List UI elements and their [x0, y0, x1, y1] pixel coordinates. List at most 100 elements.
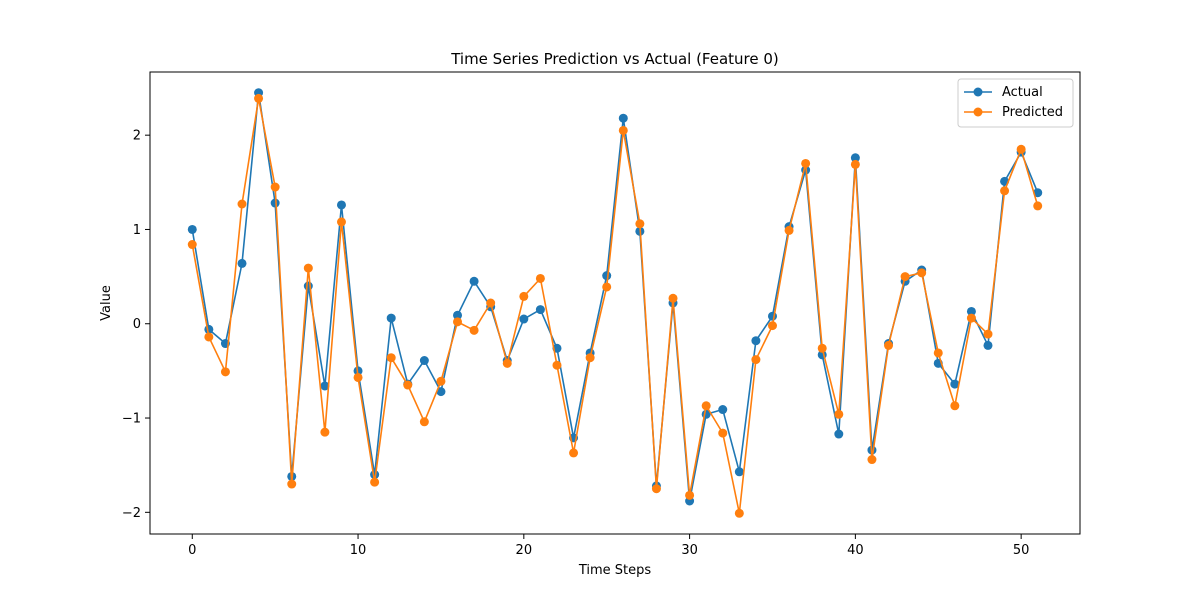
chart-title: Time Series Prediction vs Actual (Featur… [450, 50, 779, 68]
data-point-predicted [585, 353, 595, 363]
data-point-predicted [651, 484, 661, 494]
data-point-actual [602, 271, 612, 281]
legend-marker-actual [973, 87, 983, 97]
data-point-actual [453, 310, 463, 320]
data-point-predicted [933, 348, 943, 358]
data-point-predicted [303, 263, 313, 273]
data-point-predicted [635, 219, 645, 229]
data-point-predicted [403, 380, 413, 390]
x-tick-label: 50 [1013, 543, 1030, 558]
data-point-predicted [453, 317, 463, 327]
data-point-predicted [1000, 186, 1010, 196]
data-point-predicted [254, 93, 264, 103]
data-point-predicted [469, 325, 479, 335]
data-point-predicted [668, 293, 678, 303]
data-point-predicted [486, 298, 496, 308]
y-axis-label: Value [99, 285, 114, 321]
data-point-actual [187, 224, 197, 234]
data-point-actual [767, 311, 777, 321]
data-point-predicted [701, 401, 711, 411]
legend-box [957, 78, 1074, 128]
data-point-actual [983, 340, 993, 350]
x-tick-label: 0 [188, 543, 196, 558]
data-point-predicted [850, 159, 860, 169]
data-point-predicted [784, 225, 794, 235]
data-point-actual [850, 153, 860, 163]
data-point-predicted [436, 376, 446, 386]
data-point-predicted [535, 273, 545, 283]
data-point-actual [436, 387, 446, 397]
data-point-predicted [320, 427, 330, 437]
legend-label-predicted: Predicted [1002, 105, 1063, 120]
legend: Actual Predicted [957, 78, 1074, 128]
data-point-predicted [817, 343, 827, 353]
data-point-actual [519, 314, 529, 324]
y-tick-label: 2 [133, 129, 141, 144]
data-point-predicted [685, 490, 695, 500]
data-point-actual [834, 429, 844, 439]
data-point-actual [966, 306, 976, 316]
data-point-predicted [602, 282, 612, 292]
data-point-predicted [502, 358, 512, 368]
data-point-predicted [618, 125, 628, 135]
y-tick-label: 1 [133, 223, 141, 238]
data-point-predicted [204, 332, 214, 342]
data-point-predicted [884, 340, 894, 350]
data-point-predicted [353, 372, 363, 382]
data-point-predicted [950, 401, 960, 411]
y-tick-label: −2 [122, 506, 141, 521]
data-point-predicted [552, 360, 562, 370]
data-point-predicted [1016, 144, 1026, 154]
data-point-predicted [336, 217, 346, 227]
data-point-predicted [767, 321, 777, 331]
x-tick-label: 40 [847, 543, 864, 558]
data-point-actual [535, 305, 545, 315]
data-point-predicted [1033, 201, 1043, 211]
data-point-actual [270, 198, 280, 208]
data-point-actual [950, 379, 960, 389]
data-point-actual [303, 281, 313, 291]
data-point-predicted [718, 428, 728, 438]
data-point-actual [718, 405, 728, 415]
data-point-predicted [519, 291, 529, 301]
legend-label-actual: Actual [1002, 85, 1043, 100]
data-point-predicted [966, 313, 976, 323]
legend-marker-predicted [973, 107, 983, 117]
data-point-actual [336, 200, 346, 210]
data-point-actual [469, 276, 479, 286]
data-point-predicted [569, 448, 579, 458]
data-point-predicted [220, 367, 230, 377]
data-point-actual [1033, 188, 1043, 198]
data-point-predicted [983, 329, 993, 339]
data-point-actual [751, 336, 761, 346]
data-point-predicted [287, 479, 297, 489]
plot-frame [149, 71, 1081, 535]
data-point-predicted [370, 477, 380, 487]
data-point-predicted [900, 272, 910, 282]
x-tick-label: 10 [350, 543, 367, 558]
data-point-predicted [187, 240, 197, 250]
x-tick-label: 20 [516, 543, 533, 558]
data-point-predicted [801, 158, 811, 168]
data-point-actual [320, 381, 330, 391]
data-point-predicted [237, 199, 247, 209]
data-point-actual [734, 467, 744, 477]
data-point-actual [237, 258, 247, 268]
data-point-predicted [386, 353, 396, 363]
data-point-predicted [734, 508, 744, 518]
x-axis-label: Time Steps [578, 563, 652, 578]
data-point-actual [419, 356, 429, 366]
y-tick-label: −1 [122, 412, 141, 427]
data-point-predicted [867, 455, 877, 465]
x-tick-label: 30 [681, 543, 698, 558]
series-line-actual [191, 91, 1039, 502]
data-point-predicted [751, 355, 761, 365]
series-line-predicted [191, 97, 1039, 515]
data-point-predicted [917, 268, 927, 278]
data-point-predicted [419, 417, 429, 427]
plot-area [187, 88, 1043, 518]
data-point-actual [618, 113, 628, 123]
data-point-predicted [834, 409, 844, 419]
